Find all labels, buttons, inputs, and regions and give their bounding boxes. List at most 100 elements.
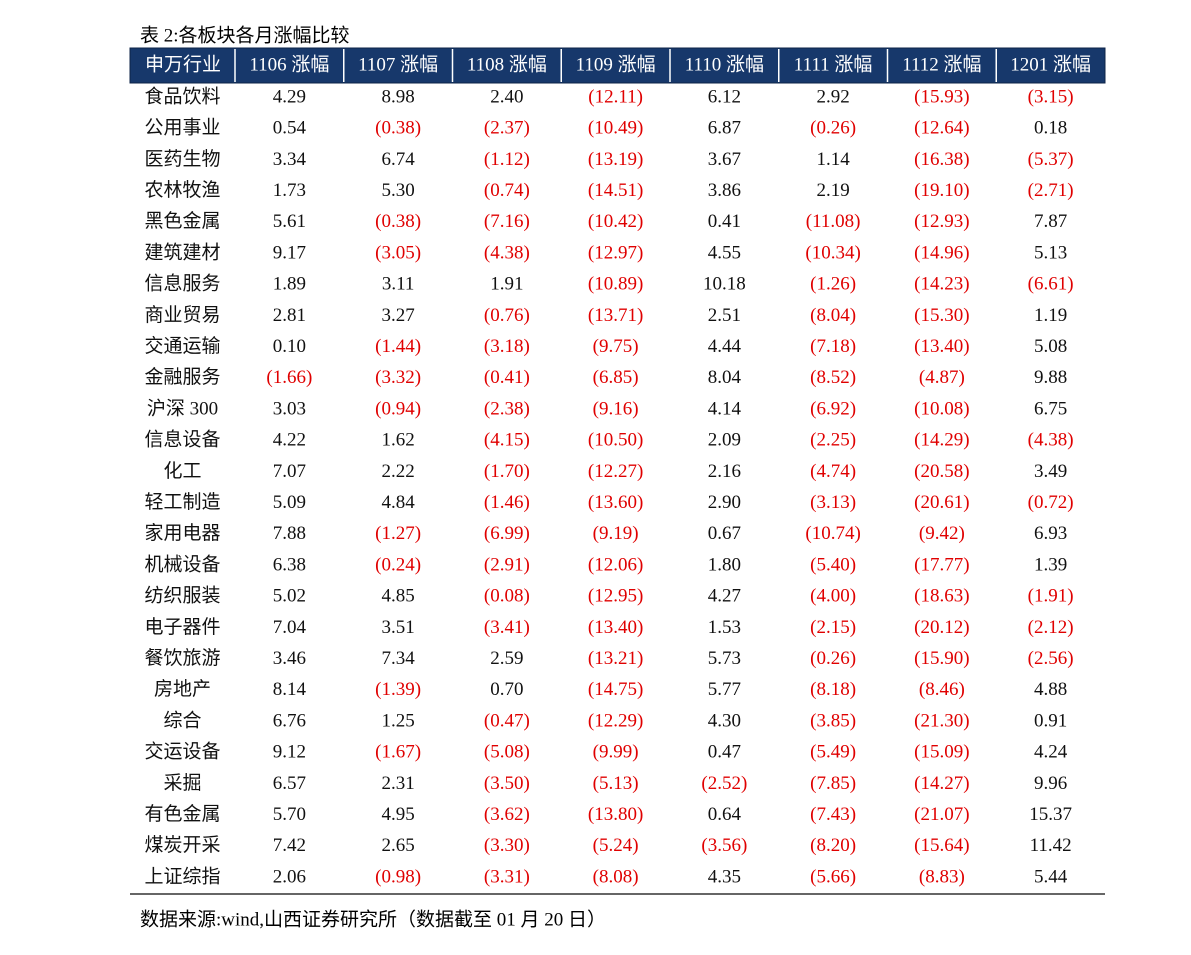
table-cell: (6.85)	[593, 367, 639, 388]
row-label: 家用电器	[144, 522, 220, 544]
table-cell: (5.49)	[810, 742, 856, 763]
table-cell: 9.12	[273, 742, 306, 763]
table-cell: (4.87)	[919, 367, 965, 388]
table-cell: (3.50)	[484, 773, 530, 794]
table-cell: 7.04	[273, 617, 307, 638]
table-cell: (3.31)	[484, 866, 530, 887]
table-cell: (14.96)	[914, 242, 969, 263]
table-cell: (18.63)	[914, 586, 969, 607]
header-cell: 1111 涨幅	[794, 53, 873, 75]
table-cell: (11.08)	[806, 211, 861, 232]
table-cell: (7.16)	[484, 211, 530, 232]
table-cell: (0.74)	[484, 180, 530, 201]
table-cell: (13.80)	[588, 804, 643, 825]
table-cell: (8.20)	[810, 835, 856, 856]
table-cell: 5.08	[1034, 336, 1067, 357]
table-cell: (10.89)	[588, 274, 643, 295]
row-label: 采掘	[163, 772, 201, 794]
table-cell: (15.30)	[914, 305, 969, 326]
table-cell: (4.00)	[810, 586, 856, 607]
table-cell: 3.34	[273, 149, 307, 170]
table-cell: (12.06)	[588, 554, 643, 575]
table-cell: 4.35	[708, 866, 741, 887]
table-cell: 1.39	[1034, 554, 1067, 575]
table-cell: 0.41	[708, 211, 741, 232]
table-cell: 2.51	[708, 305, 741, 326]
table-cell: (14.23)	[914, 274, 969, 295]
table-cell: (14.75)	[588, 679, 643, 700]
table-cell: 5.09	[273, 492, 306, 513]
table-cell: 2.59	[490, 648, 523, 669]
table-cell: 1.25	[382, 710, 415, 731]
row-label: 上证综指	[144, 865, 220, 887]
header-cell: 1112 涨幅	[902, 53, 981, 75]
table-cell: 3.46	[273, 648, 306, 669]
table-cell: (12.93)	[914, 211, 969, 232]
table-cell: 7.88	[273, 523, 306, 544]
table-cell: (6.61)	[1028, 274, 1074, 295]
table-cell: 1.14	[817, 149, 851, 170]
table-cell: (19.10)	[914, 180, 969, 201]
table-cell: 6.87	[708, 118, 741, 139]
table-cell: 5.02	[273, 586, 306, 607]
table-cell: 4.29	[273, 86, 306, 107]
table-cell: 4.55	[708, 242, 741, 263]
row-label: 建筑建材	[144, 241, 220, 263]
table-cell: (1.26)	[810, 274, 856, 295]
table-cell: (6.92)	[810, 398, 856, 419]
table-cell: 7.34	[382, 648, 416, 669]
table-cell: (3.13)	[810, 492, 856, 513]
row-label: 纺织服装	[144, 585, 220, 607]
table-cell: (5.37)	[1028, 149, 1074, 170]
table-cell: (10.49)	[588, 118, 643, 139]
table-cell: 5.44	[1034, 866, 1068, 887]
table-cell: 5.13	[1034, 242, 1067, 263]
table-cell: 5.61	[273, 211, 306, 232]
table-cell: 1.19	[1034, 305, 1067, 326]
table-cell: 7.07	[273, 461, 306, 482]
table-cell: 7.42	[273, 835, 306, 856]
table-cell: (10.74)	[805, 523, 860, 544]
table-cell: (9.99)	[593, 742, 639, 763]
table-cell: 3.49	[1034, 461, 1067, 482]
table-cell: 6.93	[1034, 523, 1067, 544]
table-cell: (0.94)	[375, 398, 421, 419]
table-cell: 2.90	[708, 492, 741, 513]
table-cell: (0.38)	[375, 118, 421, 139]
table-cell: (0.98)	[375, 866, 421, 887]
table-cell: 2.92	[817, 86, 850, 107]
table-cell: (0.26)	[810, 648, 856, 669]
table-cell: 3.67	[708, 149, 741, 170]
table-cell: 2.81	[273, 305, 306, 326]
table-cell: 3.51	[382, 617, 415, 638]
table-cell: (5.24)	[593, 835, 639, 856]
table-cell: 8.98	[382, 86, 415, 107]
table-cell: (9.42)	[919, 523, 965, 544]
header-bar	[129, 47, 1106, 84]
table-cell: 7.87	[1034, 211, 1067, 232]
table-cell: (2.38)	[484, 398, 530, 419]
table-cell: 4.85	[382, 586, 415, 607]
table-cell: (3.62)	[484, 804, 530, 825]
table-cell: (0.24)	[375, 554, 421, 575]
table-cell: 4.14	[708, 398, 742, 419]
table-cell: 4.44	[708, 336, 742, 357]
table-cell: (10.34)	[805, 242, 860, 263]
table-cell: 3.27	[382, 305, 415, 326]
table-cell: (0.41)	[484, 367, 530, 388]
table-cell: 2.16	[708, 461, 741, 482]
row-label: 房地产	[154, 678, 211, 700]
table-cell: 0.64	[708, 804, 742, 825]
table-cell: (1.67)	[375, 742, 421, 763]
row-label: 信息设备	[144, 429, 220, 451]
row-label: 轻工制造	[144, 491, 220, 513]
table-cell: (13.60)	[588, 492, 643, 513]
table-cell: 6.75	[1034, 398, 1067, 419]
table-cell: (2.91)	[484, 554, 530, 575]
table-cell: 9.88	[1034, 367, 1067, 388]
header-cell: 1110 涨幅	[685, 53, 764, 75]
row-label: 交通运输	[144, 335, 220, 357]
table-cell: (10.08)	[914, 398, 969, 419]
row-label: 电子器件	[144, 616, 220, 638]
